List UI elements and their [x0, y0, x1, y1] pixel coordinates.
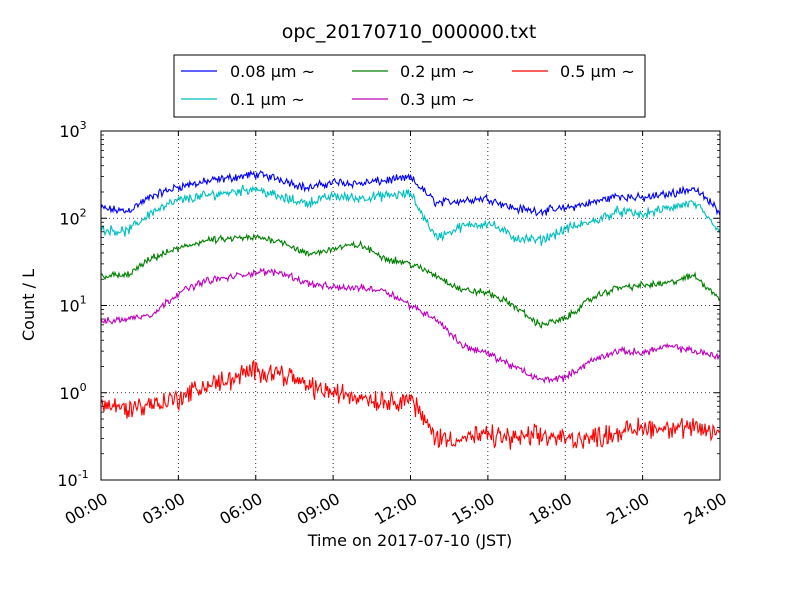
x-tick-label: 00:00: [62, 489, 111, 529]
series-line-3: [100, 267, 721, 384]
y-tick-label: 103: [59, 119, 86, 141]
axis-ticks: 00:00 03:00 06:00 09:00 12:00 15:00 18:00 21:00…: [57, 119, 730, 529]
y-tick-label: 102: [59, 206, 86, 228]
legend-entry-3: 0.3 μm ~: [352, 90, 475, 109]
legend-label: 0.5 μm ~: [560, 62, 635, 81]
series-line-1: [100, 184, 721, 246]
series-line-0: [100, 169, 721, 217]
legend-label: 0.3 μm ~: [400, 90, 475, 109]
series-layer: [100, 169, 721, 450]
legend: 0.08 μm ~ 0.1 μm ~ 0.2 μm ~ 0.3 μm ~ 0.5…: [173, 54, 646, 118]
legend-label: 0.08 μm ~: [230, 62, 315, 81]
x-axis-label: Time on 2017-07-10 (JST): [307, 531, 512, 550]
chart-title: opc_20170710_000000.txt: [282, 21, 537, 43]
y-axis-label: Count / L: [19, 269, 38, 341]
legend-entry-2: 0.2 μm ~: [352, 62, 475, 81]
x-tick-label: 12:00: [371, 489, 420, 529]
series-line-2: [100, 233, 721, 329]
x-tick-label: 24:00: [681, 489, 730, 529]
y-tick-label: 101: [59, 294, 86, 316]
legend-entry-0: 0.08 μm ~: [181, 62, 315, 81]
x-tick-label: 09:00: [294, 489, 343, 529]
x-tick-label: 06:00: [216, 489, 265, 529]
legend-label: 0.1 μm ~: [230, 90, 305, 109]
legend-box: [173, 54, 646, 118]
y-tick-label: 100: [59, 381, 86, 403]
x-tick-label: 03:00: [139, 489, 188, 529]
x-tick-label: 18:00: [526, 489, 575, 529]
legend-label: 0.2 μm ~: [400, 62, 475, 81]
x-tick-label: 15:00: [448, 489, 497, 529]
y-tick-label: 10-1: [57, 468, 88, 490]
legend-entry-4: 0.5 μm ~: [512, 62, 635, 81]
x-tick-label: 21:00: [603, 489, 652, 529]
series-line-4: [100, 359, 721, 450]
legend-entry-1: 0.1 μm ~: [181, 90, 305, 109]
